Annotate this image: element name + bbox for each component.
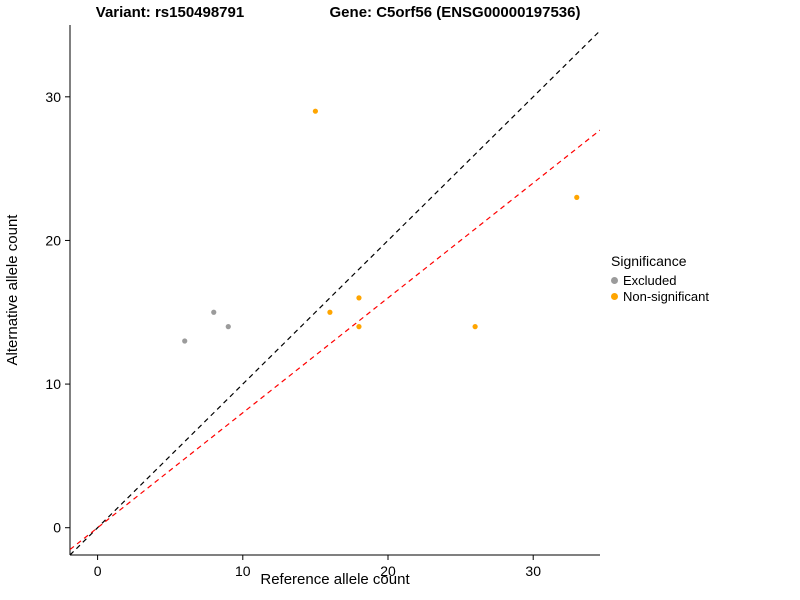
legend-label-excluded: Excluded: [623, 272, 677, 288]
data-point-excluded: [182, 338, 188, 344]
data-point-non-significant: [472, 324, 478, 330]
gene-title: Gene: C5orf56 (ENSG00000197536): [330, 4, 581, 21]
data-point-non-significant: [327, 309, 333, 315]
non-significant-dot-icon: [611, 292, 618, 300]
legend: Significance Excluded Non-significant: [611, 253, 709, 304]
x-tick-label: 30: [525, 563, 541, 579]
data-point-excluded: [211, 309, 217, 315]
y-tick-label: 20: [45, 232, 61, 248]
data-point-non-significant: [356, 295, 362, 301]
fit-reference-line: [70, 129, 600, 551]
legend-label-non-significant: Non-significant: [623, 288, 709, 304]
data-point-non-significant: [312, 108, 318, 114]
chart-layer: 0 10 20 30 0 10 20 30: [45, 25, 600, 579]
x-tick-label: 20: [380, 563, 396, 579]
data-point-excluded: [225, 324, 231, 330]
x-tick-label: 10: [235, 563, 251, 579]
x-axis-title: Reference allele count: [260, 571, 410, 588]
legend-item-non-significant: Non-significant: [611, 288, 709, 304]
y-tick-label: 10: [45, 376, 61, 392]
x-tick-label: 0: [94, 563, 102, 579]
y-tick-label: 0: [53, 520, 61, 536]
legend-title: Significance: [611, 253, 687, 269]
variant-title: Variant: rs150498791: [96, 4, 244, 21]
y-tick-label: 30: [45, 89, 61, 105]
y-axis-title: Alternative allele count: [4, 214, 21, 366]
data-point-non-significant: [574, 194, 580, 200]
excluded-dot-icon: [611, 276, 618, 284]
data-point-non-significant: [356, 324, 362, 330]
identity-reference-line: [70, 30, 600, 555]
legend-item-excluded: Excluded: [611, 272, 709, 288]
